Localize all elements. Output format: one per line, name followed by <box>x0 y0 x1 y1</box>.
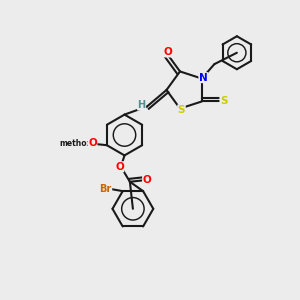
Text: Br: Br <box>100 184 112 194</box>
Text: S: S <box>178 105 185 115</box>
Text: O: O <box>164 47 172 57</box>
Text: O: O <box>88 138 97 148</box>
Text: O: O <box>115 162 124 172</box>
Text: H: H <box>137 100 146 110</box>
Text: S: S <box>220 97 227 106</box>
Text: methoxy: methoxy <box>74 143 80 144</box>
Text: methoxy: methoxy <box>74 142 80 144</box>
Text: O: O <box>88 139 97 149</box>
Text: O: O <box>142 175 152 185</box>
Text: N: N <box>199 73 208 82</box>
Text: methoxy: methoxy <box>59 139 97 148</box>
